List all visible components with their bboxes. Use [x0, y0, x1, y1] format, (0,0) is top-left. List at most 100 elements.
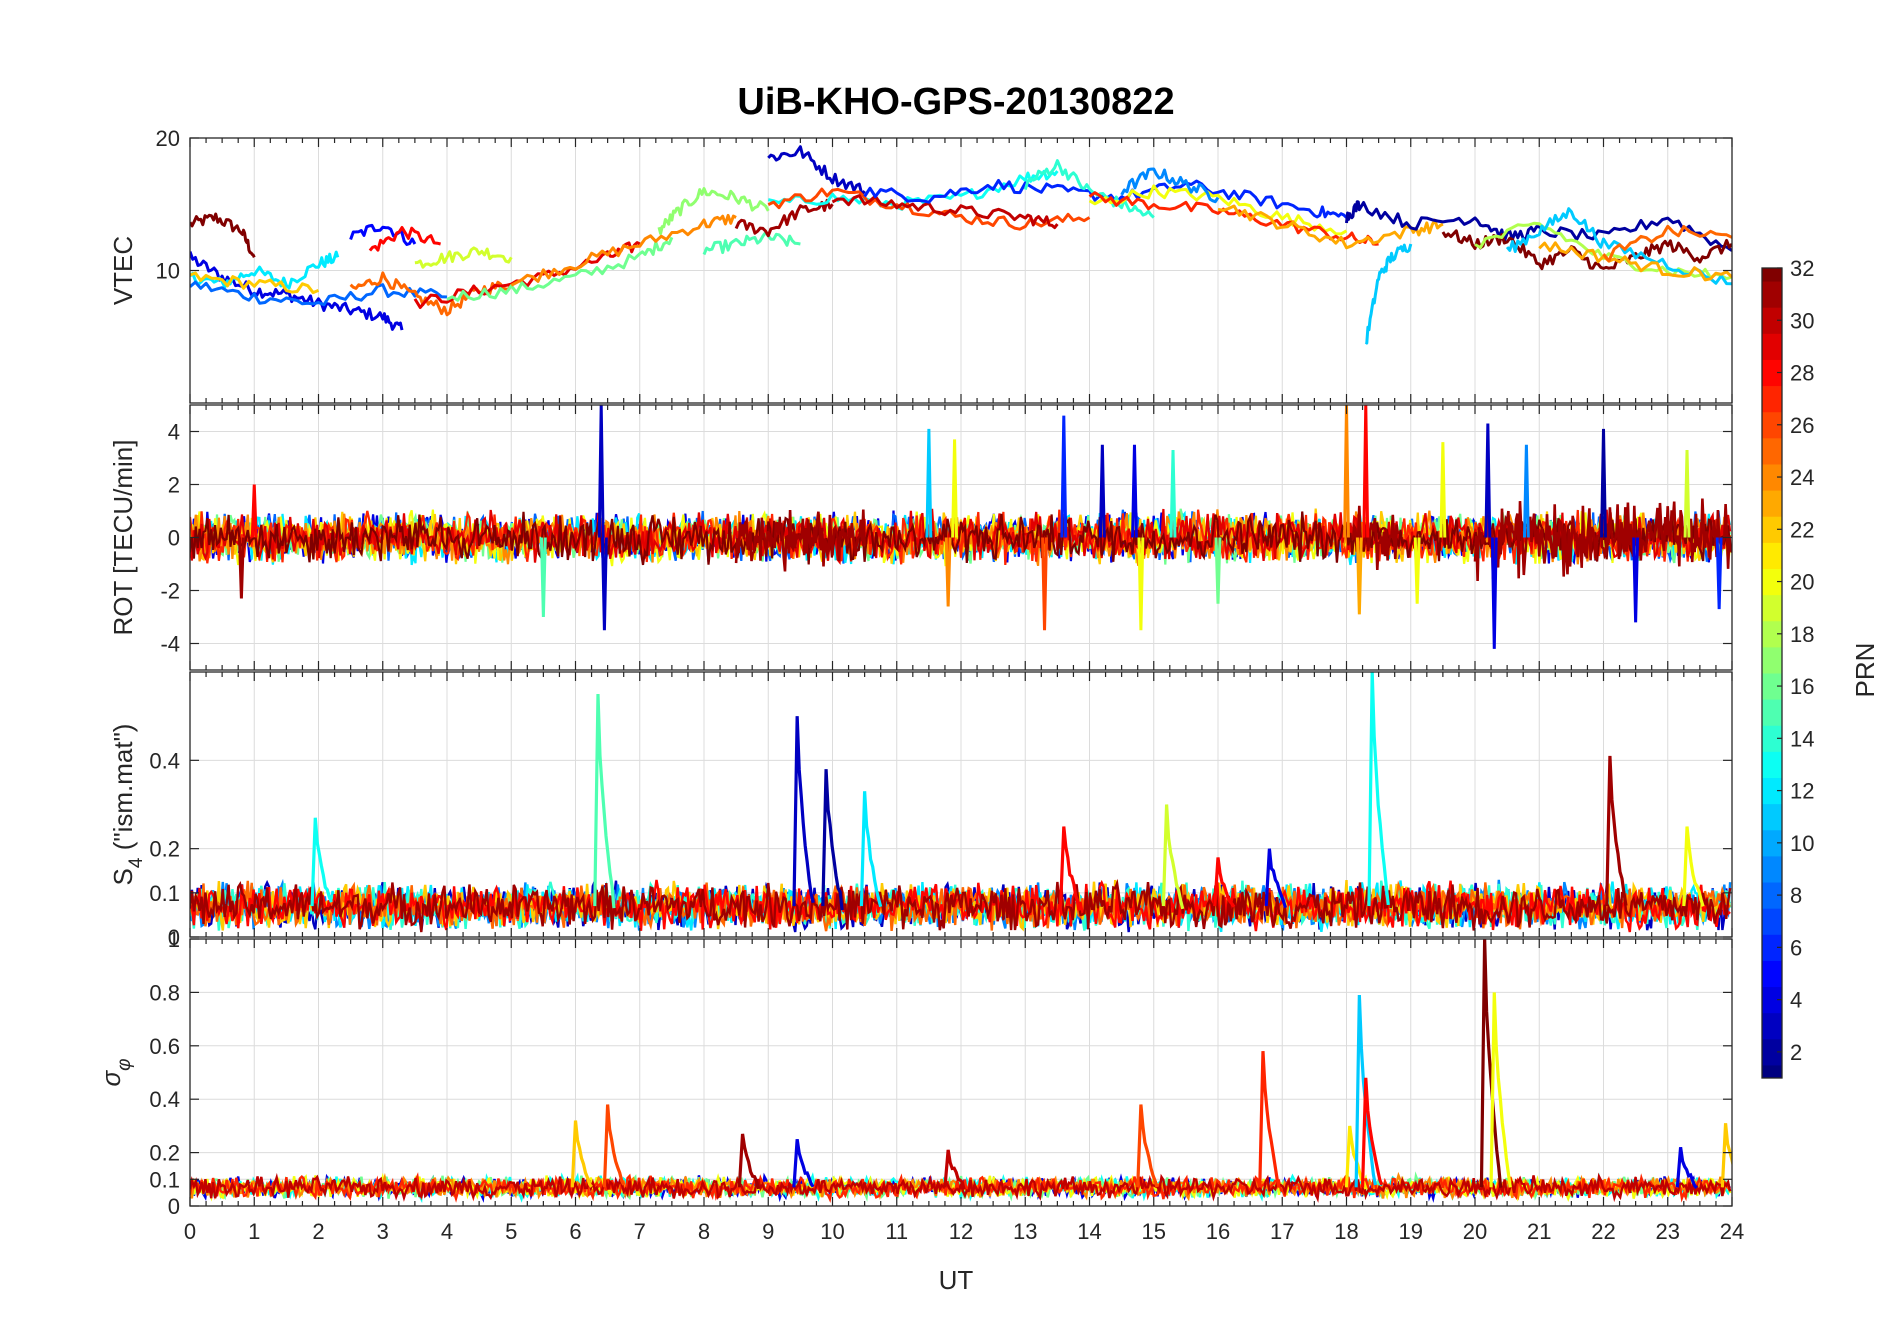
y-tick-label: 0.8 [149, 980, 180, 1005]
panel-rot: -4 -2 0 2 4 ROT [TECU/min] [108, 404, 1733, 671]
vtec-series-line [349, 271, 513, 317]
sigma_phi-spike [1489, 992, 1512, 1188]
y-tick-label: 0.4 [149, 748, 180, 773]
rot-spike [597, 405, 605, 538]
rot-spike [1413, 537, 1421, 604]
sigma_phi-spike [792, 1139, 815, 1188]
colorbar-swatch [1762, 1012, 1782, 1040]
vtec-series-line [1023, 159, 1155, 219]
x-tick-label: 15 [1142, 1219, 1166, 1244]
y-tick-label: 4 [168, 420, 180, 445]
rot-spike [1600, 428, 1607, 538]
colorbar-frame [1761, 267, 1783, 1079]
colorbar-tick-label: 4 [1790, 988, 1802, 1013]
colorbar-swatch [1762, 281, 1782, 308]
vtec-series-line [1217, 204, 1444, 250]
s4-spike [593, 694, 616, 909]
colorbar-swatch [1762, 411, 1782, 439]
colorbar-swatch [1762, 960, 1782, 988]
rot-spike [1355, 537, 1363, 615]
y-axis-label-main: σ [96, 1070, 126, 1087]
colorbar-swatch [1762, 1038, 1782, 1066]
colorbar-label: PRN [1850, 643, 1880, 698]
y-tick-label: 0 [168, 1194, 180, 1219]
y-axis-label: ROT [TECU/min] [108, 440, 138, 636]
colorbar-tick-label: 26 [1790, 413, 1814, 438]
y-tick-label: -4 [160, 632, 180, 657]
rot-spike [1131, 444, 1138, 538]
s4-spike [1161, 804, 1185, 910]
rot-spike [1041, 537, 1048, 631]
vtec-series-line [1364, 243, 1413, 345]
rot-spike [1439, 442, 1447, 538]
sigma_phi-spike [602, 1104, 626, 1188]
colorbar-tick-label: 8 [1790, 883, 1802, 908]
y-tick-label: 0.6 [149, 1034, 180, 1059]
y-axis-label: σφ [96, 1058, 135, 1086]
y-axis-label-subscript: φ [114, 1058, 135, 1070]
colorbar-swatch [1762, 673, 1782, 700]
x-axis-label: UT [939, 1265, 974, 1295]
vtec-series-line [190, 271, 320, 295]
vtec-series-line [767, 169, 1059, 211]
s4-spike [792, 716, 815, 907]
vtec-series-line [1505, 207, 1732, 286]
rot-spike [1169, 450, 1177, 538]
vtec-series-line [190, 251, 404, 331]
x-tick-label: 8 [698, 1219, 710, 1244]
x-tick-label: 22 [1591, 1219, 1615, 1244]
colorbar-swatch [1762, 829, 1782, 857]
colorbar-swatch [1762, 490, 1782, 517]
y-tick-label: 0.4 [149, 1087, 180, 1112]
rot-burst-line [1351, 505, 1400, 570]
colorbar-tick-label: 2 [1790, 1040, 1802, 1065]
sigma_phi-noise-line [190, 1172, 1732, 1203]
y-axis-label-rest: ("ism.mat") [108, 724, 138, 858]
rot-spike [600, 537, 608, 631]
x-tick-label: 9 [762, 1219, 774, 1244]
y-tick-label: 0.2 [149, 837, 180, 862]
y-tick-label: 0.1 [149, 881, 180, 906]
sigma_phi-spike [1360, 1077, 1384, 1188]
x-tick-label: 11 [885, 1219, 908, 1244]
rot-spike [944, 537, 952, 607]
colorbar-tick-label: 18 [1790, 622, 1814, 647]
rot-spike [1490, 537, 1498, 649]
vtec-series-line [446, 236, 674, 302]
vtec-series-line [702, 231, 801, 256]
s4-spike [1367, 672, 1390, 907]
sigma_phi-spike [737, 1133, 761, 1190]
y-axis-label-main: S [108, 868, 138, 885]
colorbar-swatch [1762, 751, 1782, 779]
vtec-series-line [510, 213, 737, 287]
colorbar-swatch [1762, 908, 1782, 935]
x-tick-label: 7 [634, 1219, 646, 1244]
s4-noise-line [190, 878, 1732, 933]
x-tick-label: 21 [1527, 1219, 1551, 1244]
x-tick-label: 2 [312, 1219, 324, 1244]
vtec-series-line [413, 241, 641, 309]
sigma_phi-spike [570, 1120, 593, 1188]
colorbar-swatch [1762, 777, 1782, 805]
sigma_phi-spike [1720, 1123, 1732, 1188]
vtec-series-line [414, 246, 513, 269]
colorbar-swatch [1762, 542, 1782, 569]
series-group [190, 405, 1732, 649]
colorbar-swatch [1762, 646, 1782, 674]
rot-spike [1715, 537, 1723, 610]
vtec-series-line [863, 178, 1348, 219]
y-tick-label: 0.1 [149, 1167, 180, 1192]
colorbar-swatch [1762, 803, 1782, 831]
sigma_phi-spike [1258, 1051, 1281, 1188]
rot-spike [1632, 537, 1640, 623]
sigma_phi-spike [1675, 1147, 1698, 1190]
colorbar-swatch [1762, 516, 1782, 543]
chart-title: UiB-KHO-GPS-20130822 [737, 81, 1174, 123]
colorbar-tick-label: 14 [1790, 726, 1814, 751]
s4-spike [859, 791, 883, 908]
panel-s4: 00.10.20.4S4 ("ism.mat") [108, 671, 1733, 950]
x-tick-label: 6 [569, 1219, 581, 1244]
